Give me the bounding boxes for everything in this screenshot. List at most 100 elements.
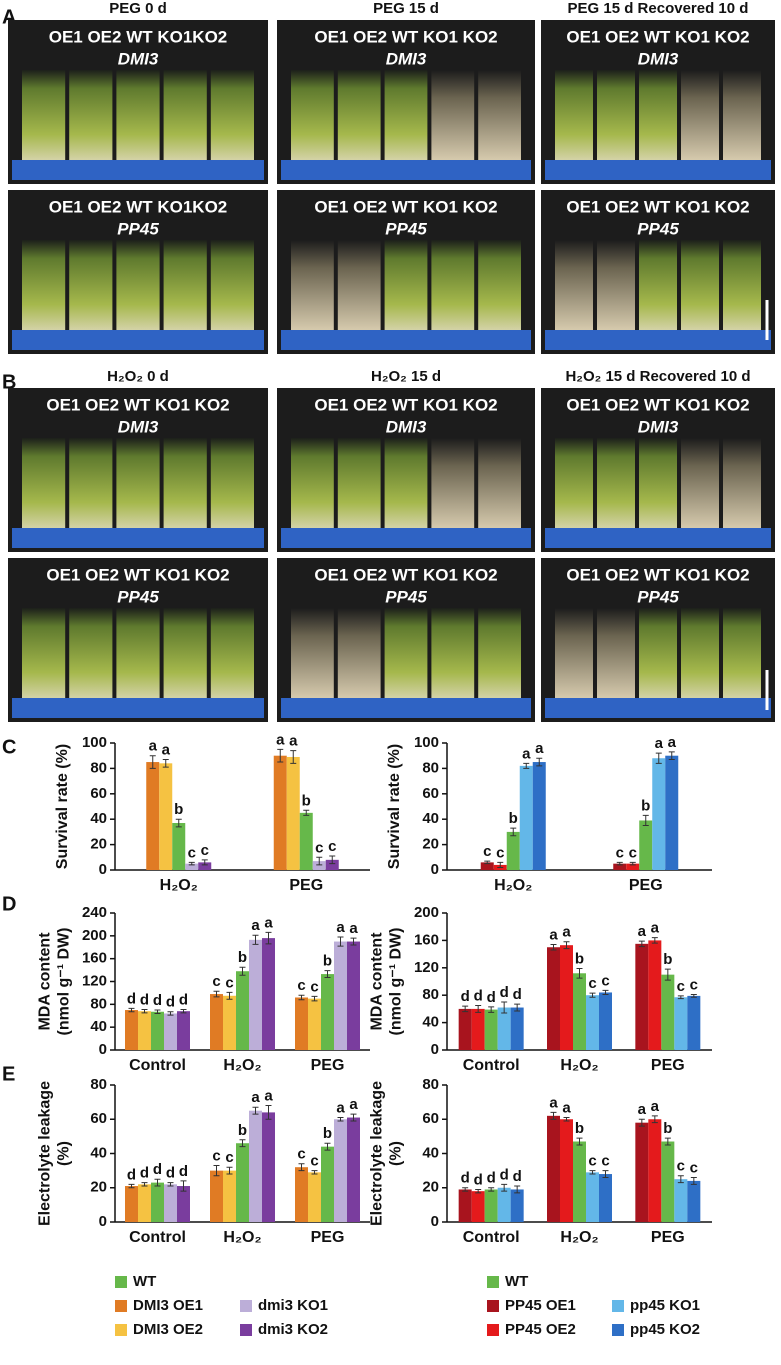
error-bar: [475, 1004, 482, 1013]
significance-letter: d: [153, 992, 162, 1009]
plants: [69, 70, 113, 162]
significance-letter: a: [289, 733, 298, 750]
significance-letter: d: [153, 1161, 162, 1178]
bar: [573, 1141, 586, 1222]
y-axis-label: (%): [56, 1141, 73, 1166]
bar: [295, 997, 308, 1050]
strain-labels: OE1 OE2 WT KO1 KO2: [566, 565, 749, 584]
bar: [210, 994, 223, 1050]
significance-letter: d: [500, 984, 509, 1001]
y-tick-label: 0: [431, 1041, 439, 1058]
y-tick-label: 60: [90, 1110, 107, 1127]
plants: [210, 240, 254, 332]
strain-labels: OE1 OE2 WT KO1 KO2: [314, 27, 497, 46]
bar: [506, 831, 520, 870]
plants: [116, 70, 160, 162]
significance-letter: c: [201, 842, 209, 859]
plants: [431, 608, 475, 700]
bar: [519, 765, 533, 870]
error-bar: [484, 860, 491, 865]
legend-swatch: [612, 1300, 624, 1312]
bar: [510, 1007, 524, 1050]
gene-label: DMI3: [386, 49, 427, 68]
legend-label: DMI3 OE1: [133, 1297, 203, 1314]
y-tick-label: 40: [422, 1144, 439, 1161]
gene-label: DMI3: [386, 417, 427, 436]
bar: [547, 1115, 560, 1222]
significance-letter: c: [310, 978, 318, 995]
bar: [236, 971, 249, 1050]
error-bar: [510, 827, 517, 837]
significance-letter: d: [474, 987, 483, 1004]
legend-label: pp45 KO2: [630, 1321, 700, 1338]
bar: [635, 1122, 649, 1222]
legend-label: dmi3 KO2: [258, 1321, 328, 1338]
significance-letter: c: [677, 1158, 685, 1175]
error-bar: [167, 1182, 174, 1187]
plants: [22, 438, 66, 530]
tray: [281, 160, 531, 180]
error-bar: [462, 1005, 469, 1013]
plants: [384, 608, 428, 700]
plants: [291, 608, 334, 700]
significance-letter: a: [522, 745, 531, 762]
tray: [545, 528, 771, 548]
y-axis-label: Survival rate (%): [386, 744, 403, 869]
bar: [639, 820, 653, 870]
error-bar: [303, 809, 310, 816]
x-tick-label: H₂O₂: [223, 1229, 261, 1246]
bar: [347, 1117, 360, 1222]
error-bar: [201, 859, 208, 866]
significance-letter: c: [328, 838, 336, 855]
error-bar: [589, 992, 596, 998]
plants: [555, 608, 593, 700]
error-bar: [536, 757, 543, 767]
legend-label: PP45 OE2: [505, 1321, 576, 1338]
significance-letter: c: [601, 1153, 609, 1170]
legend-swatch: [487, 1324, 499, 1336]
x-tick-label: H₂O₂: [560, 1229, 598, 1246]
plants: [291, 438, 334, 530]
error-bar: [141, 1182, 148, 1187]
significance-letter: a: [251, 1089, 260, 1106]
bar: [177, 1011, 190, 1050]
significance-letter: c: [677, 978, 685, 995]
bar: [273, 755, 287, 870]
plants: [116, 438, 160, 530]
plants: [431, 70, 475, 162]
y-tick-label: 80: [90, 1076, 107, 1093]
photo-title: PEG 0 d: [109, 0, 167, 17]
bar: [151, 1182, 164, 1222]
bar: [299, 812, 313, 870]
error-bar: [277, 748, 284, 763]
error-bar: [523, 762, 530, 769]
significance-letter: c: [616, 844, 624, 861]
x-tick-label: PEG: [311, 1229, 345, 1246]
error-bar: [462, 1187, 469, 1192]
error-bar: [329, 855, 336, 865]
plants: [597, 240, 635, 332]
y-tick-label: 160: [82, 950, 107, 967]
significance-letter: b: [663, 951, 672, 968]
error-bar: [550, 944, 557, 951]
strain-labels: OE1 OE2 WT KO1 KO2: [314, 395, 497, 414]
significance-letter: b: [575, 1120, 584, 1137]
significance-letter: d: [500, 1166, 509, 1183]
y-axis-label: Electrolyte leakage: [37, 1081, 54, 1226]
error-bar: [180, 1180, 187, 1192]
significance-letter: a: [562, 1100, 571, 1117]
bar: [185, 863, 199, 870]
x-tick-label: Control: [463, 1229, 520, 1246]
error-bar: [213, 990, 220, 998]
significance-letter: d: [166, 994, 175, 1011]
plants: [723, 608, 761, 700]
error-bar: [651, 1115, 658, 1124]
significance-letter: a: [549, 1094, 558, 1111]
legend-label: PP45 OE1: [505, 1297, 576, 1314]
bar: [262, 938, 275, 1050]
bar: [347, 941, 360, 1050]
significance-letter: a: [349, 920, 358, 937]
y-tick-label: 0: [99, 861, 107, 878]
significance-letter: a: [349, 1096, 358, 1113]
significance-letter: c: [212, 973, 220, 990]
